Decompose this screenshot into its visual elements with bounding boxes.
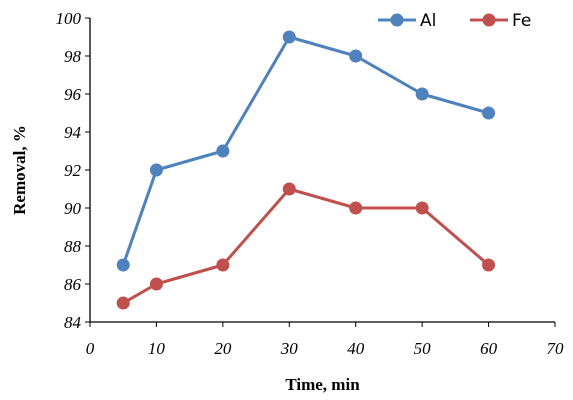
y-tick-label: 90 — [64, 199, 82, 218]
y-axis-title: Removal, % — [10, 125, 29, 215]
data-point-al — [116, 258, 130, 272]
data-point-al — [149, 163, 163, 177]
series-layer — [116, 30, 496, 310]
data-point-fe — [116, 296, 130, 310]
x-tick-label: 10 — [148, 339, 166, 358]
y-tick-label: 84 — [64, 313, 82, 332]
x-tick-label: 60 — [480, 339, 498, 358]
data-point-fe — [149, 277, 163, 291]
data-point-fe — [282, 182, 296, 196]
y-tick-label: 94 — [64, 123, 82, 142]
x-tick-label: 70 — [547, 339, 565, 358]
x-tick-label: 20 — [214, 339, 232, 358]
y-tick-label: 96 — [64, 85, 82, 104]
legend-label-al: Al — [420, 11, 436, 31]
y-tick-label: 100 — [56, 9, 82, 28]
data-point-fe — [349, 201, 363, 215]
y-tick-label: 98 — [64, 47, 82, 66]
data-point-fe — [415, 201, 429, 215]
legend-item-fe: Fe — [470, 11, 531, 31]
x-tick-label: 0 — [86, 339, 95, 358]
data-point-fe — [216, 258, 230, 272]
data-point-al — [282, 30, 296, 44]
x-axis-title: Time, min — [285, 375, 360, 394]
x-tick-label: 40 — [347, 339, 365, 358]
data-point-al — [482, 106, 496, 120]
y-tick-label: 92 — [64, 161, 82, 180]
legend-label-fe: Fe — [512, 11, 531, 31]
series-fe — [116, 182, 496, 310]
legend-item-al: Al — [378, 11, 436, 31]
chart-axes: 84 86 88 90 92 94 96 98 100 0 10 20 30 40 50 60 70 — [56, 9, 565, 358]
series-al — [116, 30, 496, 272]
series-line-al — [121, 35, 489, 266]
legend-marker-fe — [482, 13, 496, 27]
data-point-al — [349, 49, 363, 63]
data-point-fe — [482, 258, 496, 272]
y-tick-label: 88 — [64, 237, 82, 256]
legend-marker-al — [390, 13, 404, 27]
chart-legend: Al Fe — [378, 11, 531, 31]
data-point-al — [216, 144, 230, 158]
series-line-fe — [122, 187, 490, 305]
x-tick-label: 30 — [280, 339, 299, 358]
y-tick-label: 86 — [64, 275, 82, 294]
data-point-al — [415, 87, 429, 101]
x-tick-label: 50 — [414, 339, 432, 358]
